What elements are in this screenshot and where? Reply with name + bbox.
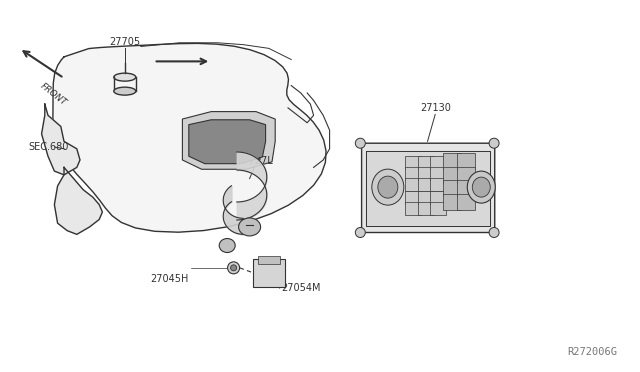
FancyBboxPatch shape xyxy=(431,178,447,191)
FancyBboxPatch shape xyxy=(457,180,475,196)
Ellipse shape xyxy=(489,138,499,148)
FancyBboxPatch shape xyxy=(418,178,434,191)
FancyBboxPatch shape xyxy=(418,156,434,169)
Polygon shape xyxy=(189,120,266,164)
Text: 27705: 27705 xyxy=(109,36,140,46)
FancyBboxPatch shape xyxy=(431,191,447,204)
Text: SEC.680: SEC.680 xyxy=(29,142,69,152)
FancyBboxPatch shape xyxy=(405,202,421,215)
FancyBboxPatch shape xyxy=(405,156,421,169)
FancyBboxPatch shape xyxy=(258,256,280,264)
Ellipse shape xyxy=(114,87,136,95)
FancyBboxPatch shape xyxy=(418,167,434,180)
Text: 27045H: 27045H xyxy=(150,274,189,284)
Ellipse shape xyxy=(467,171,495,203)
Ellipse shape xyxy=(355,228,365,237)
FancyBboxPatch shape xyxy=(443,153,461,169)
Polygon shape xyxy=(53,44,326,232)
FancyBboxPatch shape xyxy=(457,167,475,183)
Ellipse shape xyxy=(472,177,490,197)
Polygon shape xyxy=(362,143,495,232)
Polygon shape xyxy=(366,151,490,226)
FancyBboxPatch shape xyxy=(405,191,421,204)
Polygon shape xyxy=(42,104,80,175)
Text: 27130: 27130 xyxy=(420,103,451,113)
FancyBboxPatch shape xyxy=(443,167,461,183)
FancyBboxPatch shape xyxy=(443,180,461,196)
Ellipse shape xyxy=(228,262,239,274)
Ellipse shape xyxy=(230,265,237,271)
Polygon shape xyxy=(54,167,102,234)
FancyBboxPatch shape xyxy=(431,156,447,169)
Polygon shape xyxy=(182,112,275,169)
FancyBboxPatch shape xyxy=(418,191,434,204)
FancyBboxPatch shape xyxy=(405,167,421,180)
Text: 27727L: 27727L xyxy=(236,155,273,166)
FancyBboxPatch shape xyxy=(457,194,475,210)
Ellipse shape xyxy=(378,176,398,198)
FancyBboxPatch shape xyxy=(431,202,447,215)
Text: 27054M: 27054M xyxy=(282,283,321,293)
Ellipse shape xyxy=(219,238,236,253)
FancyBboxPatch shape xyxy=(253,259,285,288)
Text: R272006G: R272006G xyxy=(568,347,618,357)
Ellipse shape xyxy=(489,228,499,237)
Ellipse shape xyxy=(239,218,260,236)
FancyBboxPatch shape xyxy=(405,178,421,191)
FancyBboxPatch shape xyxy=(418,202,434,215)
Ellipse shape xyxy=(355,138,365,148)
FancyBboxPatch shape xyxy=(443,194,461,210)
FancyBboxPatch shape xyxy=(431,167,447,180)
Ellipse shape xyxy=(114,73,136,81)
Text: FRONT: FRONT xyxy=(38,82,68,108)
Ellipse shape xyxy=(372,169,404,205)
FancyBboxPatch shape xyxy=(457,153,475,169)
